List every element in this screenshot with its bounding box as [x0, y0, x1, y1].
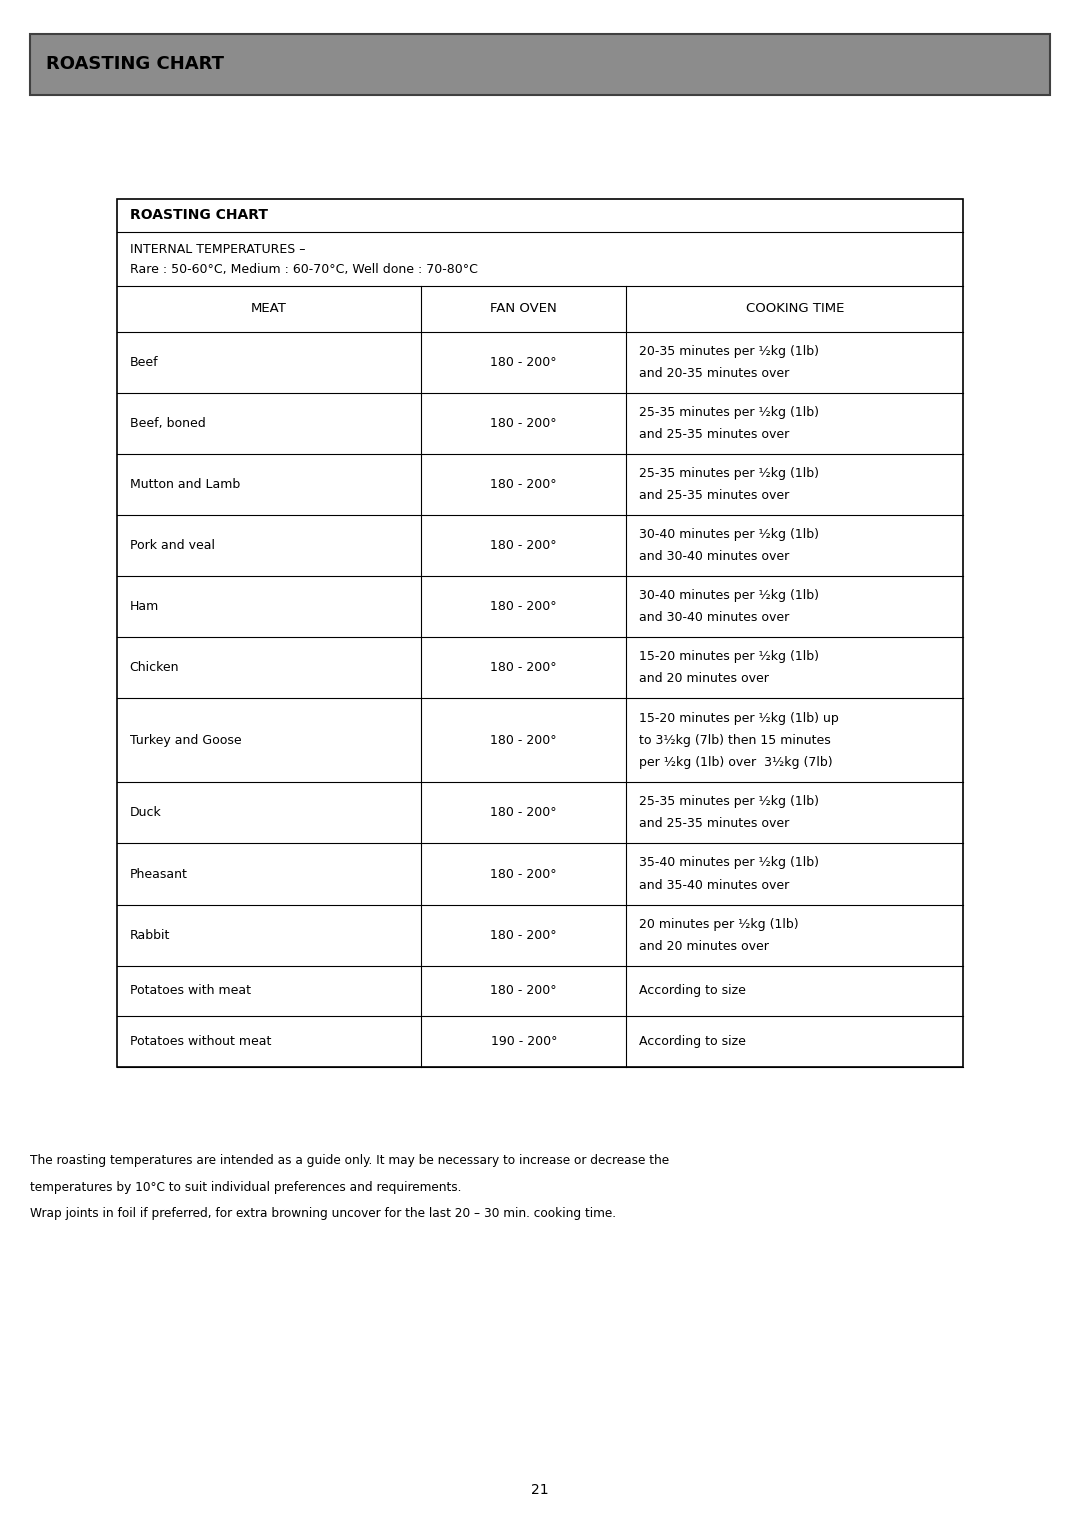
Text: 15-20 minutes per ½kg (1lb) up: 15-20 minutes per ½kg (1lb) up	[639, 712, 839, 724]
Text: and 20-35 minutes over: and 20-35 minutes over	[639, 367, 789, 380]
Text: 190 - 200°: 190 - 200°	[490, 1034, 557, 1048]
Text: and 25-35 minutes over: and 25-35 minutes over	[639, 428, 789, 442]
Text: 180 - 200°: 180 - 200°	[490, 601, 557, 613]
Text: 180 - 200°: 180 - 200°	[490, 539, 557, 552]
Text: 30-40 minutes per ½kg (1lb): 30-40 minutes per ½kg (1lb)	[639, 588, 820, 602]
Text: MEAT: MEAT	[251, 303, 287, 315]
Text: 30-40 minutes per ½kg (1lb): 30-40 minutes per ½kg (1lb)	[639, 527, 820, 541]
Text: 25-35 minutes per ½kg (1lb): 25-35 minutes per ½kg (1lb)	[639, 795, 820, 808]
Text: Potatoes without meat: Potatoes without meat	[130, 1034, 271, 1048]
Bar	[30, 34, 1050, 95]
Text: 180 - 200°: 180 - 200°	[490, 733, 557, 747]
Text: 15-20 minutes per ½kg (1lb): 15-20 minutes per ½kg (1lb)	[639, 649, 820, 663]
Text: and 30-40 minutes over: and 30-40 minutes over	[639, 611, 789, 625]
Text: According to size: According to size	[639, 1034, 746, 1048]
Text: and 20 minutes over: and 20 minutes over	[639, 672, 769, 686]
Text: 21: 21	[531, 1482, 549, 1497]
Text: According to size: According to size	[639, 984, 746, 998]
Text: Chicken: Chicken	[130, 662, 179, 674]
Text: and 20 minutes over: and 20 minutes over	[639, 940, 769, 953]
Text: 20 minutes per ½kg (1lb): 20 minutes per ½kg (1lb)	[639, 917, 799, 931]
Text: Wrap joints in foil if preferred, for extra browning uncover for the last 20 – 3: Wrap joints in foil if preferred, for ex…	[30, 1207, 617, 1221]
Text: 180 - 200°: 180 - 200°	[490, 356, 557, 368]
Text: The roasting temperatures are intended as a guide only. It may be necessary to i: The roasting temperatures are intended a…	[30, 1154, 670, 1167]
Text: Rabbit: Rabbit	[130, 929, 170, 941]
Text: temperatures by 10°C to suit individual preferences and requirements.: temperatures by 10°C to suit individual …	[30, 1181, 461, 1195]
Text: COOKING TIME: COOKING TIME	[745, 303, 845, 315]
Text: per ½kg (1lb) over  3½kg (7lb): per ½kg (1lb) over 3½kg (7lb)	[639, 756, 833, 769]
Text: 180 - 200°: 180 - 200°	[490, 417, 557, 429]
Text: 180 - 200°: 180 - 200°	[490, 662, 557, 674]
Text: 25-35 minutes per ½kg (1lb): 25-35 minutes per ½kg (1lb)	[639, 405, 820, 419]
Text: 180 - 200°: 180 - 200°	[490, 984, 557, 998]
Text: Potatoes with meat: Potatoes with meat	[130, 984, 251, 998]
Text: Pheasant: Pheasant	[130, 868, 188, 880]
Text: and 25-35 minutes over: and 25-35 minutes over	[639, 489, 789, 503]
Text: Ham: Ham	[130, 601, 159, 613]
Text: INTERNAL TEMPERATURES –: INTERNAL TEMPERATURES –	[130, 243, 306, 257]
Text: 35-40 minutes per ½kg (1lb): 35-40 minutes per ½kg (1lb)	[639, 856, 820, 869]
Text: 180 - 200°: 180 - 200°	[490, 807, 557, 819]
Text: Turkey and Goose: Turkey and Goose	[130, 733, 241, 747]
Text: and 25-35 minutes over: and 25-35 minutes over	[639, 817, 789, 831]
Bar	[117, 199, 963, 1067]
Text: Beef: Beef	[130, 356, 159, 368]
Text: 180 - 200°: 180 - 200°	[490, 929, 557, 941]
Text: Rare : 50-60°C, Medium : 60-70°C, Well done : 70-80°C: Rare : 50-60°C, Medium : 60-70°C, Well d…	[130, 263, 477, 277]
Text: to 3½kg (7lb) then 15 minutes: to 3½kg (7lb) then 15 minutes	[639, 733, 832, 747]
Text: 180 - 200°: 180 - 200°	[490, 868, 557, 880]
Text: 20-35 minutes per ½kg (1lb): 20-35 minutes per ½kg (1lb)	[639, 344, 820, 358]
Text: FAN OVEN: FAN OVEN	[490, 303, 557, 315]
Text: 25-35 minutes per ½kg (1lb): 25-35 minutes per ½kg (1lb)	[639, 466, 820, 480]
Text: and 35-40 minutes over: and 35-40 minutes over	[639, 879, 789, 892]
Text: Pork and veal: Pork and veal	[130, 539, 215, 552]
Text: ROASTING CHART: ROASTING CHART	[46, 55, 225, 73]
Text: ROASTING CHART: ROASTING CHART	[130, 208, 268, 223]
Text: 180 - 200°: 180 - 200°	[490, 478, 557, 490]
Text: Beef, boned: Beef, boned	[130, 417, 205, 429]
Text: and 30-40 minutes over: and 30-40 minutes over	[639, 550, 789, 564]
Text: Duck: Duck	[130, 807, 161, 819]
Text: Mutton and Lamb: Mutton and Lamb	[130, 478, 240, 490]
